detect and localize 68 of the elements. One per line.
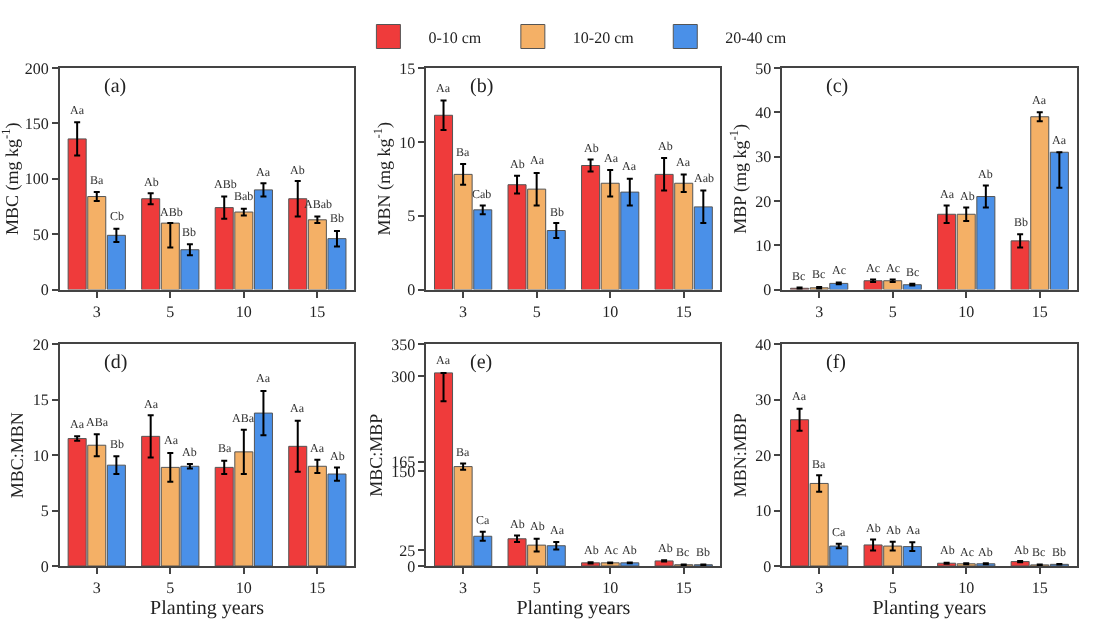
chart-title: (a)	[104, 76, 127, 98]
x-tick-label: 10	[235, 302, 252, 321]
y-tick-label: 0	[763, 281, 772, 300]
x-tick-label: 15	[309, 579, 326, 598]
y-tick-label: 200	[24, 59, 49, 78]
x-tick-label: 5	[888, 302, 897, 321]
x-tick-label: 15	[675, 579, 692, 598]
y-tick-label: 50	[32, 225, 49, 244]
y-tick-label: 40	[755, 335, 772, 354]
y-tick-label: 350	[391, 335, 416, 354]
y-tick-label: 20	[755, 192, 772, 211]
x-axis-title: Planting years	[872, 598, 987, 621]
y-tick-label: 10	[399, 133, 416, 152]
x-tick-label: 5	[532, 579, 541, 598]
x-axis-title: Planting years	[516, 598, 631, 621]
chart-title: (c)	[826, 76, 849, 98]
chart-title: (b)	[470, 76, 494, 98]
y-axis-title: MBN:MBP	[729, 413, 750, 498]
y-tick-label: 0	[40, 557, 49, 576]
legend-label: 10-20 cm	[572, 28, 636, 47]
y-tick-label: 0	[407, 281, 416, 300]
legend-label: 20-40 cm	[725, 28, 788, 47]
chart-title: (d)	[104, 352, 128, 374]
x-tick-label: 15	[309, 302, 326, 321]
x-axis-title: Planting years	[150, 598, 265, 621]
x-tick-label: 10	[958, 579, 975, 598]
y-tick-label: 15	[399, 59, 416, 78]
y-tick-label: 30	[755, 148, 772, 167]
y-tick-label: 40	[755, 103, 772, 122]
y-tick-label: 10	[755, 502, 772, 521]
x-tick-label: 15	[1031, 302, 1048, 321]
x-tick-label: 10	[958, 302, 975, 321]
y-tick-label: 0	[407, 557, 416, 576]
x-tick-label: 5	[166, 579, 175, 598]
y-tick-label: 20	[32, 335, 49, 354]
x-tick-label: 15	[1031, 579, 1048, 598]
x-tick-label: 3	[459, 579, 468, 598]
x-tick-label: 3	[459, 302, 468, 321]
y-tick-label: 15	[32, 391, 49, 410]
x-tick-label: 3	[92, 302, 101, 321]
x-tick-label: 5	[532, 302, 541, 321]
y-tick-label: 30	[755, 391, 772, 410]
chart-title: (f)	[826, 352, 846, 374]
y-tick-label: 0	[40, 281, 49, 300]
x-tick-label: 3	[815, 302, 824, 321]
x-tick-label: 10	[235, 579, 252, 598]
y-axis-title: MBC:MBP	[365, 413, 386, 497]
y-tick-label: 20	[755, 446, 772, 465]
y-tick-label: 10	[755, 236, 772, 255]
y-tick-label: 5	[40, 502, 49, 521]
x-tick-label: 5	[166, 302, 175, 321]
y-tick-label: 150	[24, 115, 49, 133]
x-tick-label: 10	[602, 579, 619, 598]
x-tick-label: 5	[888, 579, 897, 598]
x-tick-label: 10	[602, 302, 619, 321]
x-tick-label: 3	[815, 579, 824, 598]
x-tick-label: 3	[92, 579, 101, 598]
y-tick-label: 100	[24, 170, 49, 189]
y-tick-label: 10	[32, 446, 49, 465]
y-axis-title: MBC:MBN	[7, 411, 28, 499]
y-tick-label: 0	[763, 557, 772, 576]
y-tick-label: 50	[755, 59, 772, 78]
legend-label: 0-10 cm	[428, 28, 483, 47]
y-tick-label: 25	[399, 541, 416, 560]
y-tick-label: 5	[407, 207, 416, 226]
x-tick-label: 15	[675, 302, 692, 321]
y-tick-label: 300	[391, 367, 416, 386]
chart-title: (e)	[470, 352, 493, 374]
